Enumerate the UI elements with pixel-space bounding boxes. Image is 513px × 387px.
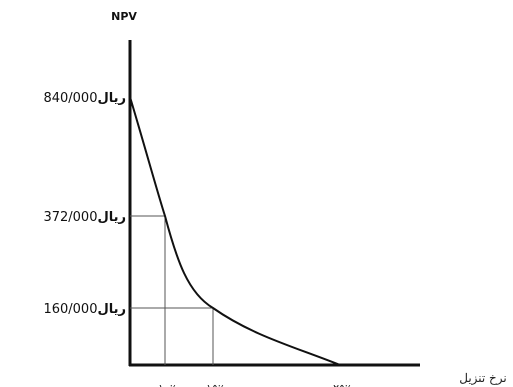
y-tick-value: 840/000 [43, 91, 97, 106]
x-tick-label: ۲۵٪ [333, 382, 351, 387]
x-tick-labels: ۱۰٪ ۱۵٪ ۲۵٪ [158, 382, 351, 387]
x-axis-title: نرخ تنزیل [459, 371, 507, 385]
y-tick-label: 372/000ریال [43, 210, 126, 225]
guide-lines [130, 215, 214, 365]
y-tick-unit: ریال [97, 302, 126, 317]
y-tick-label: 160/000ریال [43, 302, 126, 317]
y-tick-value: 160/000 [43, 302, 97, 317]
x-tick-label: ۱۰٪ [158, 382, 176, 387]
y-tick-unit: ریال [97, 210, 126, 225]
y-tick-label: 840/000ریال [43, 91, 126, 106]
x-tick-label: ۱۵٪ [206, 382, 224, 387]
y-axis-title: NPV [111, 10, 137, 23]
npv-curve [129, 96, 341, 366]
y-tick-unit: ریال [97, 91, 126, 106]
y-tick-value: 372/000 [43, 210, 97, 225]
